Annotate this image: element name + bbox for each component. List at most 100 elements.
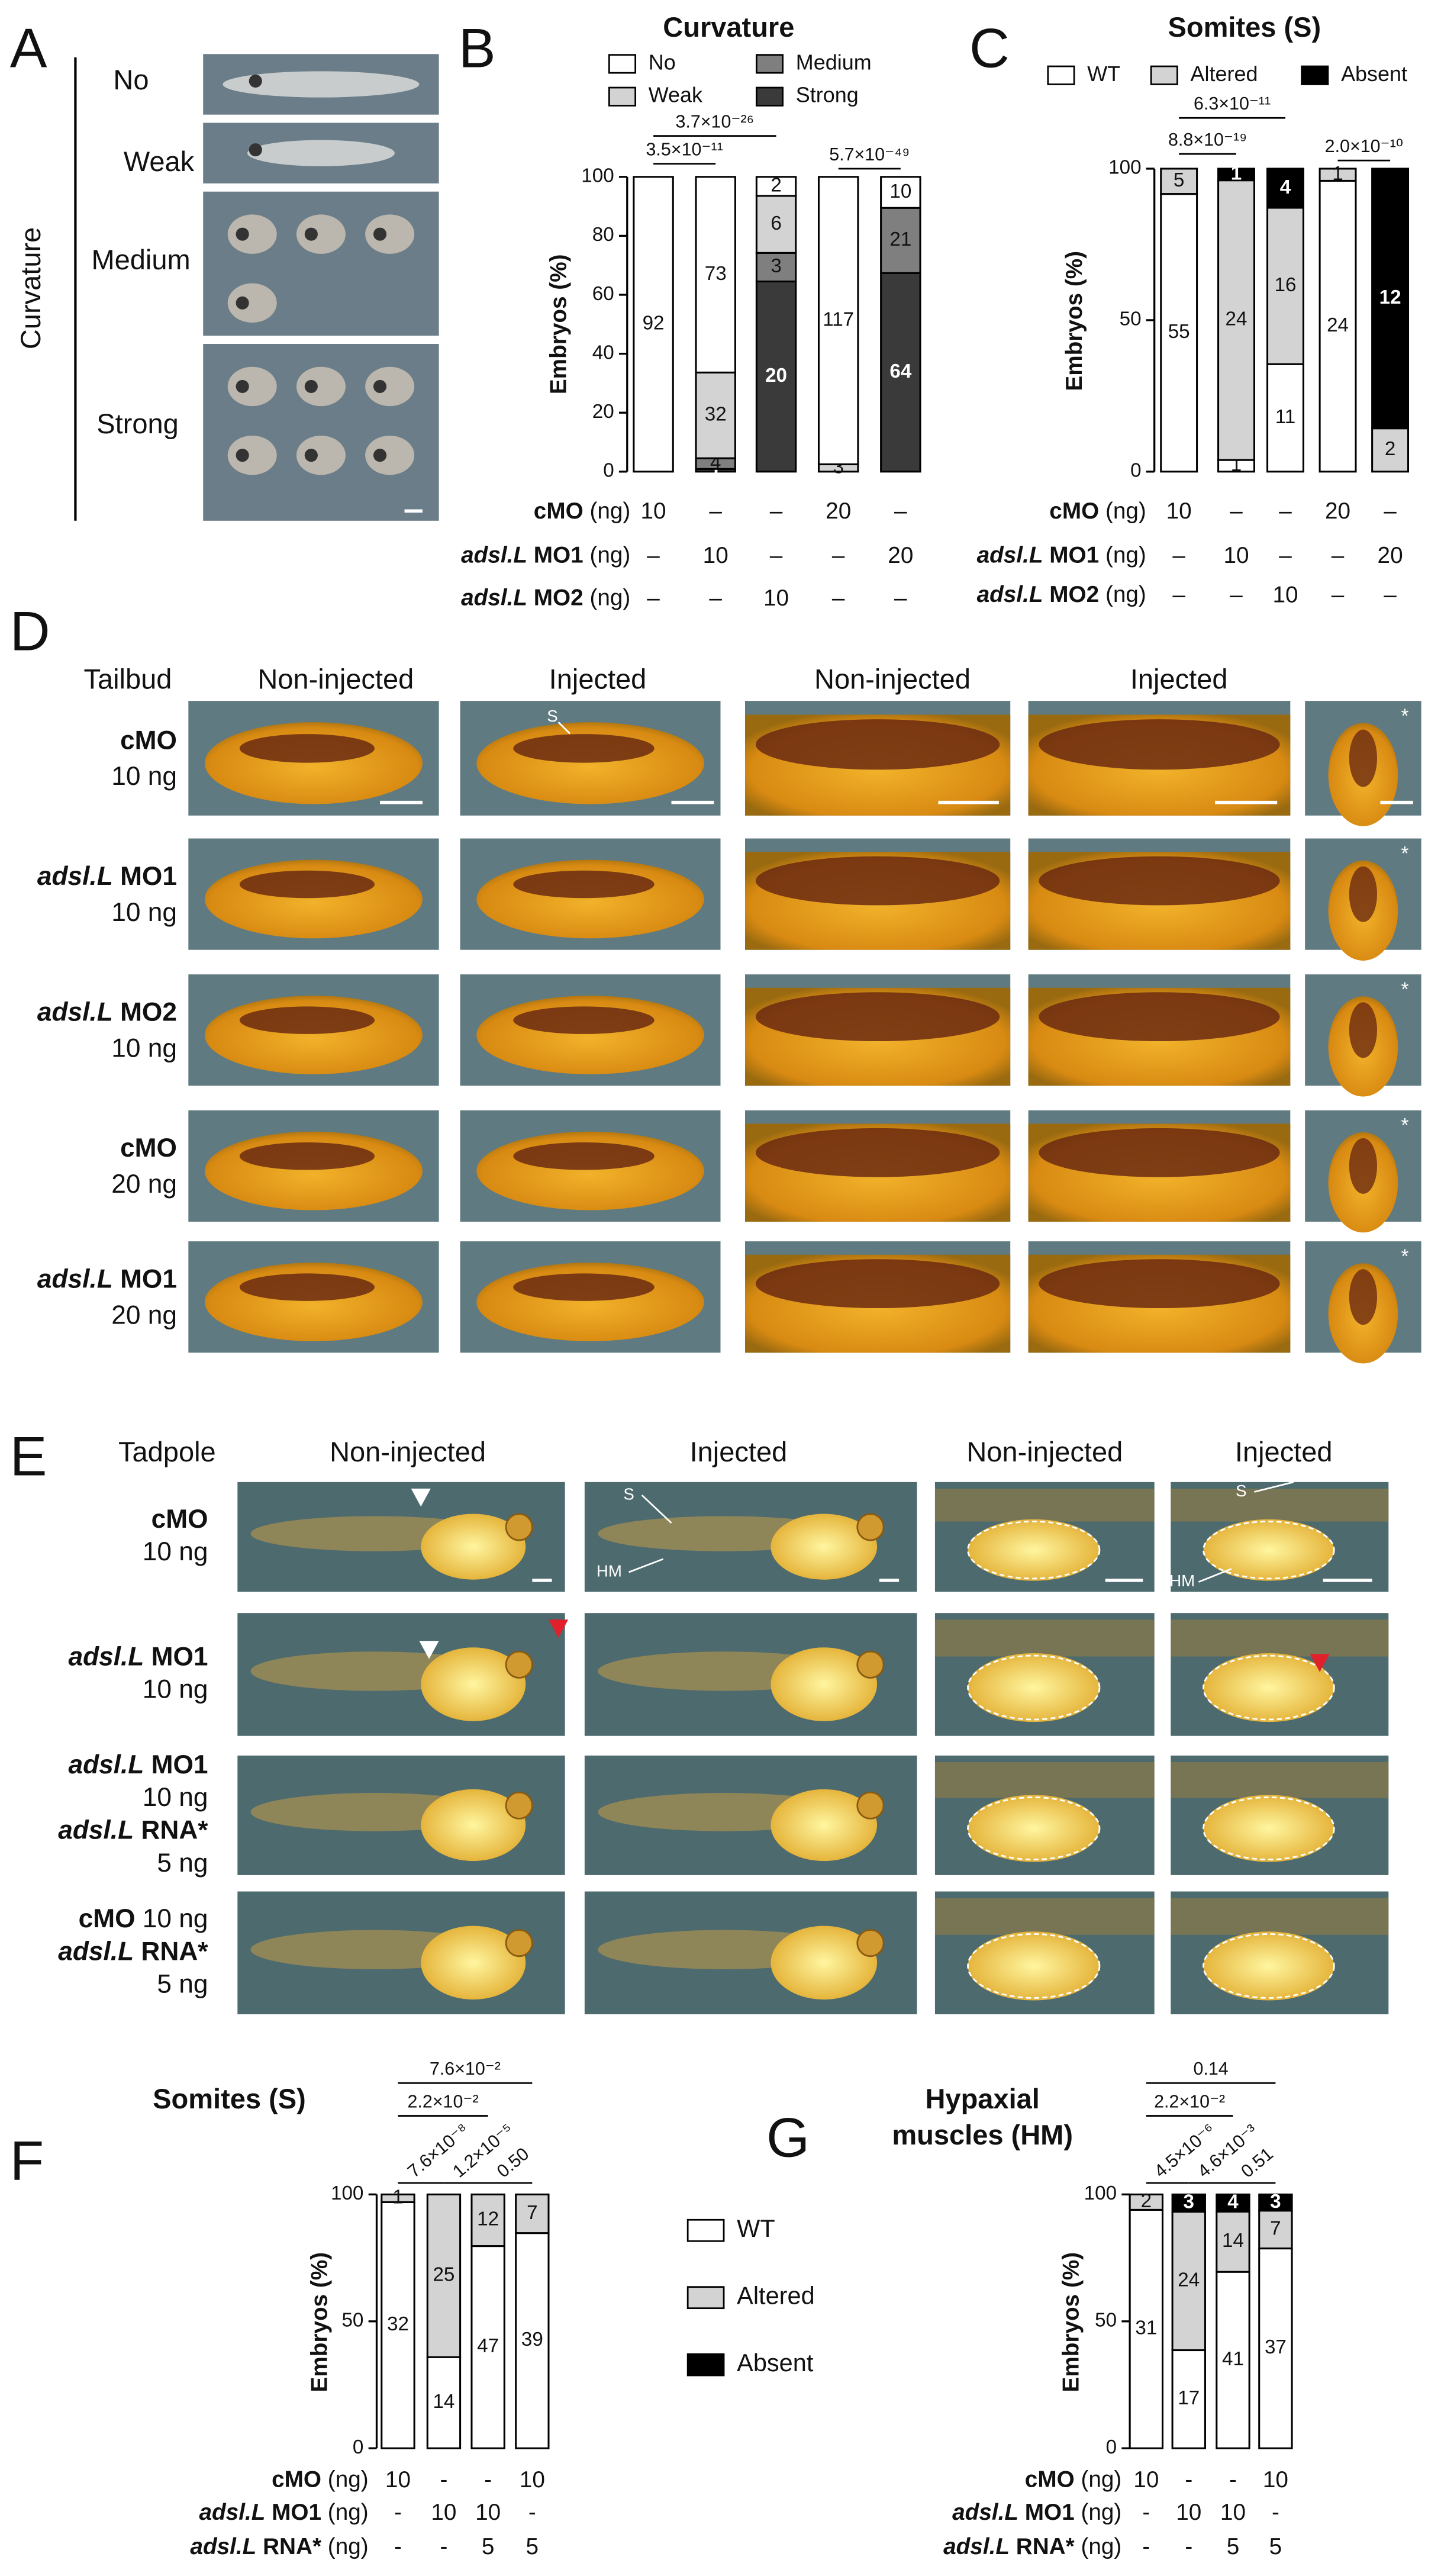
embryo (365, 214, 415, 254)
condition-label: adsl.L MO1 (ng) (977, 543, 1146, 568)
bar-segment (1216, 2193, 1250, 2213)
row-label: 5 ng (157, 1969, 208, 1998)
bar-segment (470, 2245, 505, 2449)
data-label: 17 (1178, 2387, 1200, 2409)
condition-label-part: (ng) (1105, 543, 1146, 568)
bar-segment (880, 176, 921, 209)
embryo (247, 140, 395, 166)
row-dose-part: 10 ng (111, 897, 177, 926)
embryo (296, 366, 346, 407)
somite-band (513, 1142, 655, 1170)
data-label: 2 (1385, 438, 1395, 460)
condition-value: – (647, 543, 660, 568)
bar-segment (1171, 2193, 1206, 2213)
p-value: 6.3×10⁻¹¹ (1194, 94, 1271, 114)
eye (249, 74, 262, 88)
legend-swatch (608, 86, 637, 107)
condition-label-part: adsl.L (190, 2534, 256, 2559)
somite-band (513, 1273, 655, 1301)
bar-segment (880, 207, 921, 274)
row-dose: 10 ng (111, 762, 177, 791)
data-label: 1 (1332, 163, 1343, 185)
data-label: 47 (477, 2335, 499, 2357)
column-header: Injected (549, 663, 647, 694)
chart-title: Somites (S) (1168, 11, 1321, 43)
eye (236, 379, 249, 394)
bar-segment (1160, 168, 1198, 195)
column-header: Non-injected (257, 663, 414, 694)
eye (304, 449, 318, 462)
column-header: Injected (690, 1436, 788, 1467)
row-dose: 10 ng (111, 1033, 177, 1062)
panel-letter: G (766, 2107, 810, 2169)
somite-strip (934, 1898, 1155, 1935)
row-label-part: MO2 (120, 997, 177, 1026)
legend-swatch (608, 54, 637, 74)
condition-label-part: (ng) (589, 498, 630, 524)
y-tick-label: 0 (1106, 2436, 1117, 2458)
yolk (968, 1653, 1100, 1722)
condition-value: - (440, 2467, 447, 2493)
bar-segment (1258, 2193, 1293, 2212)
stage-label: Tailbud (83, 663, 172, 694)
row-label-part: cMO (120, 726, 177, 755)
row-label: 10 ng (143, 1675, 208, 1704)
condition-label-part: MO1 (1049, 543, 1099, 568)
bar-segment (1129, 2208, 1164, 2449)
eye (373, 227, 387, 241)
panel-letter: D (10, 600, 50, 662)
bar-segment (755, 252, 797, 283)
condition-label-part: (ng) (589, 543, 630, 568)
legend-swatch (1150, 65, 1178, 85)
y-tick-label: 50 (1095, 2310, 1117, 2332)
p-value: 3.5×10⁻¹¹ (646, 140, 723, 160)
condition-value: 10 (1272, 582, 1298, 607)
row-label-part: MO1 (151, 1750, 208, 1779)
condition-value: – (1384, 582, 1397, 607)
condition-value: - (1229, 2467, 1237, 2493)
data-label: 117 (823, 308, 854, 330)
y-axis-label: Embryos (%) (1062, 251, 1087, 391)
class-label: No (113, 64, 149, 95)
condition-value: - (528, 2500, 536, 2525)
somite-band (513, 734, 655, 763)
yolk (1203, 1653, 1334, 1722)
y-tick-label: 0 (603, 460, 614, 482)
somite-band (513, 1006, 655, 1034)
y-tick-label: 100 (1084, 2182, 1117, 2204)
row-label: cMO 10 ng (79, 1904, 208, 1933)
legend-swatch (755, 54, 784, 74)
somite-strip (1171, 1898, 1389, 1935)
row-label-part: MO1 (151, 1642, 208, 1671)
data-label: 2 (771, 175, 781, 197)
p-value: 2.0×10⁻¹⁰ (1325, 136, 1403, 156)
y-tick-label: 0 (353, 2436, 363, 2458)
condition-label-part: adsl.L (977, 543, 1043, 568)
data-label: 41 (1222, 2348, 1244, 2370)
yolk (1203, 1931, 1334, 2001)
pointer (628, 1558, 664, 1573)
eye (505, 1791, 533, 1820)
p-value: 2.2×10⁻² (407, 2091, 478, 2111)
data-label: 4 (1227, 2191, 1239, 2213)
data-label: 16 (1275, 274, 1297, 296)
stage-label: Tadpole (118, 1436, 216, 1467)
somite-band (755, 719, 1000, 770)
data-label: 20 (765, 365, 787, 387)
panel-letter: E (10, 1425, 47, 1487)
condition-label-part: MO2 (1049, 582, 1099, 607)
outline (967, 1933, 1101, 1999)
row-label-part: 10 ng (143, 1783, 208, 1812)
somite-band (755, 992, 1000, 1042)
condition-label: cMO (ng) (272, 2467, 369, 2493)
data-label: 73 (705, 263, 727, 285)
somite-band (1349, 1002, 1377, 1058)
condition-label: adsl.L RNA* (ng) (943, 2534, 1121, 2559)
outline (967, 1521, 1101, 1580)
pointer (641, 1494, 672, 1524)
row-dose: 10 ng (111, 897, 177, 926)
legend-swatch (1301, 65, 1329, 85)
outline (1203, 1654, 1335, 1721)
condition-value: 10 (475, 2500, 501, 2525)
condition-label-part: adsl.L (943, 2534, 1010, 2559)
